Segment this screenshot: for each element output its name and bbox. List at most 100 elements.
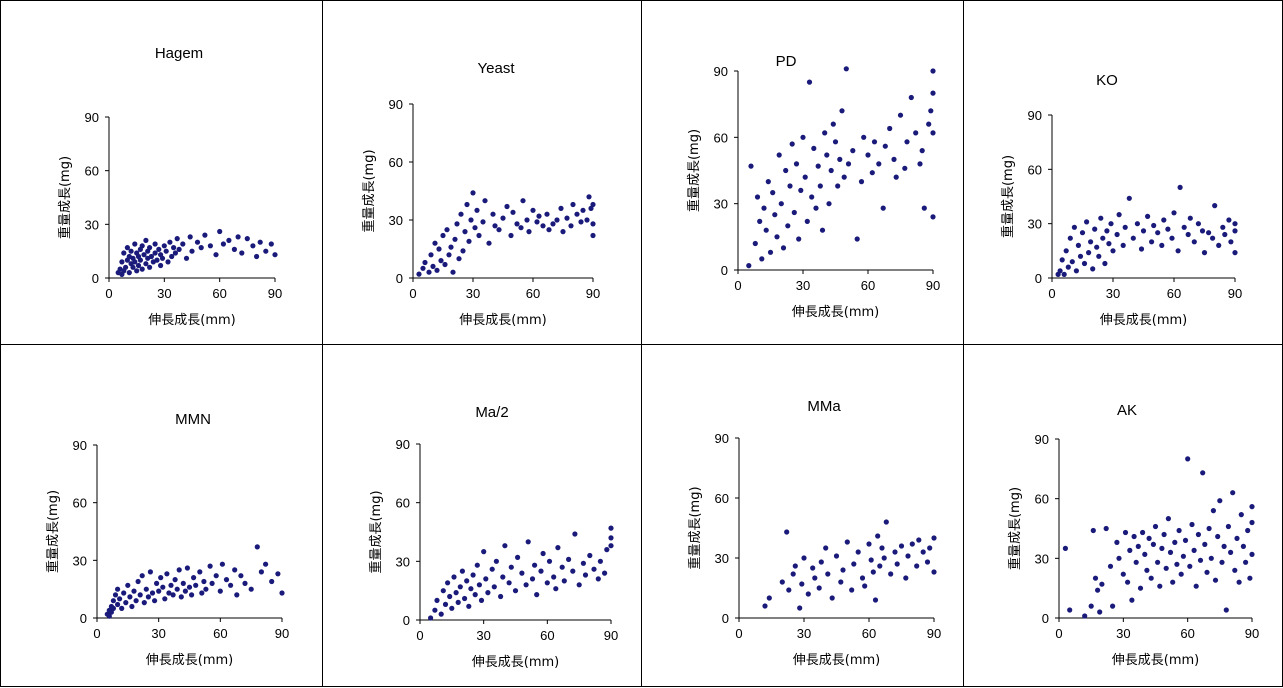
- data-point: [470, 572, 476, 578]
- chart-title: Ma/2: [475, 404, 508, 421]
- data-point: [158, 262, 164, 269]
- data-point: [759, 256, 765, 262]
- chart-panel-mmn: MMN 0 30 60 90 0 30 60 90 伸長成長(mm) 重量成長(mg): [0, 344, 323, 687]
- data-point: [591, 566, 597, 572]
- data-point: [908, 94, 914, 101]
- y-tick-label: 90: [73, 438, 87, 453]
- y-tick-label: 0: [1035, 271, 1042, 286]
- data-point: [189, 248, 195, 254]
- data-point: [186, 584, 193, 590]
- chart-title: PD: [776, 53, 797, 70]
- data-point: [131, 588, 137, 594]
- data-point: [434, 267, 440, 273]
- data-point: [217, 228, 223, 235]
- data-point: [139, 266, 145, 272]
- data-point: [586, 194, 592, 200]
- data-point: [515, 554, 521, 560]
- data-point: [141, 252, 147, 258]
- data-point: [147, 245, 153, 251]
- data-point: [845, 161, 852, 167]
- data-point: [1096, 253, 1102, 259]
- data-point: [828, 167, 834, 174]
- x-tick-label: 0: [735, 626, 742, 641]
- data-point: [844, 539, 850, 545]
- data-point: [489, 566, 495, 572]
- data-point: [536, 213, 542, 219]
- data-point: [1232, 567, 1238, 573]
- data-point: [914, 563, 920, 569]
- data-point: [481, 549, 487, 555]
- data-point: [1110, 603, 1116, 609]
- data-point: [143, 237, 149, 243]
- data-point: [902, 165, 908, 171]
- data-point: [1142, 551, 1148, 557]
- data-point: [787, 183, 793, 189]
- data-point: [551, 574, 557, 580]
- data-point: [149, 590, 156, 596]
- data-point: [126, 270, 132, 276]
- data-point: [430, 263, 436, 269]
- data-point: [789, 141, 795, 147]
- data-point: [125, 582, 131, 588]
- x-tick-label: 30: [1116, 626, 1130, 641]
- data-point: [837, 156, 843, 162]
- data-point: [180, 580, 186, 586]
- data-point: [1092, 226, 1098, 232]
- data-point: [115, 601, 121, 608]
- data-point: [829, 595, 835, 601]
- data-point: [1150, 541, 1156, 547]
- data-point: [1127, 547, 1133, 553]
- data-point: [574, 211, 580, 217]
- data-point: [1157, 583, 1163, 589]
- data-point: [232, 567, 238, 573]
- data-point: [263, 561, 269, 567]
- data-point: [776, 152, 782, 158]
- data-point: [550, 221, 556, 227]
- data-point: [1210, 508, 1216, 514]
- data-point: [152, 250, 158, 256]
- data-point: [883, 519, 889, 525]
- y-tick-label: 90: [1028, 108, 1042, 123]
- data-point: [584, 217, 590, 223]
- data-point: [119, 259, 125, 265]
- data-point: [1216, 242, 1222, 248]
- data-point: [754, 194, 761, 200]
- y-axis-label: 重量成長(mg): [45, 490, 61, 573]
- data-point: [500, 574, 506, 580]
- data-point: [919, 148, 925, 154]
- data-point: [604, 547, 610, 553]
- data-point: [882, 143, 888, 149]
- data-point: [540, 550, 546, 557]
- data-point: [1178, 571, 1184, 577]
- data-point: [148, 253, 154, 260]
- data-point: [570, 201, 576, 208]
- x-tick-label: 0: [409, 286, 416, 301]
- data-point: [1210, 235, 1216, 241]
- data-point: [1195, 531, 1201, 538]
- y-tick-label: 30: [1035, 551, 1049, 566]
- data-point: [422, 259, 428, 266]
- data-point: [156, 588, 162, 594]
- data-point: [538, 568, 544, 574]
- y-tick-label: 90: [85, 110, 99, 125]
- data-point: [242, 580, 248, 586]
- data-point: [930, 90, 936, 96]
- data-point: [871, 139, 878, 145]
- data-point: [254, 544, 260, 550]
- data-point: [1155, 230, 1161, 236]
- data-point: [578, 219, 584, 225]
- data-point: [1221, 543, 1227, 549]
- data-point: [436, 246, 442, 252]
- data-point: [1215, 533, 1221, 540]
- y-tick-label: 60: [715, 491, 729, 506]
- data-point: [160, 584, 166, 590]
- data-point: [1088, 603, 1094, 609]
- data-point: [1130, 235, 1136, 241]
- data-point: [783, 167, 789, 174]
- data-point: [498, 593, 504, 600]
- y-tick-label: 30: [389, 213, 403, 228]
- data-point: [228, 582, 234, 588]
- y-tick-label: 0: [92, 271, 99, 286]
- data-point: [865, 152, 871, 158]
- data-point: [1100, 235, 1106, 241]
